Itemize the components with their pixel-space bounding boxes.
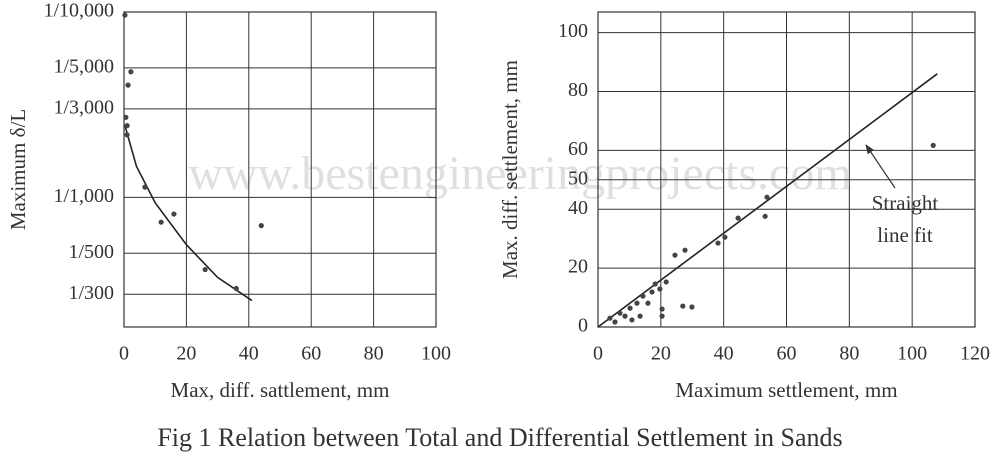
data-point <box>158 219 164 225</box>
x-tick-label: 100 <box>897 343 927 365</box>
x-tick-label: 100 <box>421 343 451 365</box>
data-point <box>629 317 635 323</box>
data-point <box>622 313 628 319</box>
x-tick-label: 80 <box>364 343 384 365</box>
x-tick-label: 60 <box>301 343 321 365</box>
y-tick-label: 1/300 <box>68 282 114 304</box>
x-tick-label: 60 <box>777 343 797 365</box>
data-point <box>627 305 633 311</box>
x-tick-label: 80 <box>839 343 859 365</box>
y-tick-label: 60 <box>568 138 588 160</box>
x-axis-label: Max, diff. sattlement, mm <box>171 378 390 402</box>
y-tick-label: 0 <box>578 315 588 337</box>
y-tick-label: 1/10,000 <box>43 0 114 22</box>
data-point <box>637 313 643 319</box>
y-axis-label: Maximum δ/L <box>6 109 30 230</box>
x-tick-label: 120 <box>960 343 990 365</box>
data-point <box>258 223 264 229</box>
data-point <box>663 279 669 285</box>
y-tick-label: 50 <box>568 167 588 189</box>
data-point <box>124 132 130 138</box>
y-tick-label: 80 <box>568 79 588 101</box>
annotation: line fit <box>877 223 933 247</box>
data-point <box>649 289 655 295</box>
x-tick-label: 40 <box>239 343 259 365</box>
data-point <box>762 213 768 219</box>
data-point <box>202 266 208 273</box>
annotation-arrow <box>865 144 896 189</box>
data-point <box>123 114 129 120</box>
data-point <box>640 293 646 299</box>
data-point <box>128 69 134 75</box>
y-tick-label: 20 <box>568 256 588 278</box>
x-tick-label: 40 <box>714 343 734 365</box>
data-point <box>634 300 640 306</box>
y-tick-label: 1/1,000 <box>53 185 114 207</box>
data-point <box>689 304 695 310</box>
data-point <box>617 310 623 316</box>
x-tick-label: 0 <box>593 343 603 365</box>
watermark: www.bestengineeringprojects.com <box>188 147 851 200</box>
data-point <box>722 234 728 240</box>
data-point <box>764 194 770 200</box>
data-point <box>930 142 936 148</box>
y-tick-label: 1/500 <box>68 241 114 263</box>
data-point <box>735 215 741 221</box>
data-point <box>612 319 618 325</box>
data-point <box>680 303 686 309</box>
y-axis-label: Max. diff. settlement, mm <box>498 60 522 279</box>
y-tick-label: 40 <box>568 197 588 219</box>
x-tick-label: 0 <box>119 343 129 365</box>
data-point <box>645 300 651 306</box>
data-point <box>715 240 721 246</box>
data-point <box>682 247 688 253</box>
data-point <box>652 281 658 287</box>
annotation: Straight <box>872 191 939 215</box>
data-point <box>171 211 177 217</box>
x-axis-label: Maximum settlement, mm <box>675 378 897 402</box>
data-point <box>122 12 128 18</box>
data-point <box>672 252 678 258</box>
data-point <box>124 123 130 129</box>
data-point <box>659 306 665 312</box>
data-point <box>659 313 665 319</box>
data-point <box>657 286 663 292</box>
fit-line <box>124 125 253 302</box>
x-tick-label: 20 <box>651 343 671 365</box>
data-point <box>607 315 613 321</box>
y-tick-label: 1/3,000 <box>53 96 114 118</box>
x-tick-label: 20 <box>176 343 196 365</box>
data-point <box>233 285 239 292</box>
data-point <box>125 82 131 88</box>
caption: Fig 1 Relation between Total and Differe… <box>157 423 842 452</box>
y-tick-label: 1/5,000 <box>53 55 114 77</box>
data-point <box>142 184 148 190</box>
y-tick-label: 100 <box>558 20 588 42</box>
